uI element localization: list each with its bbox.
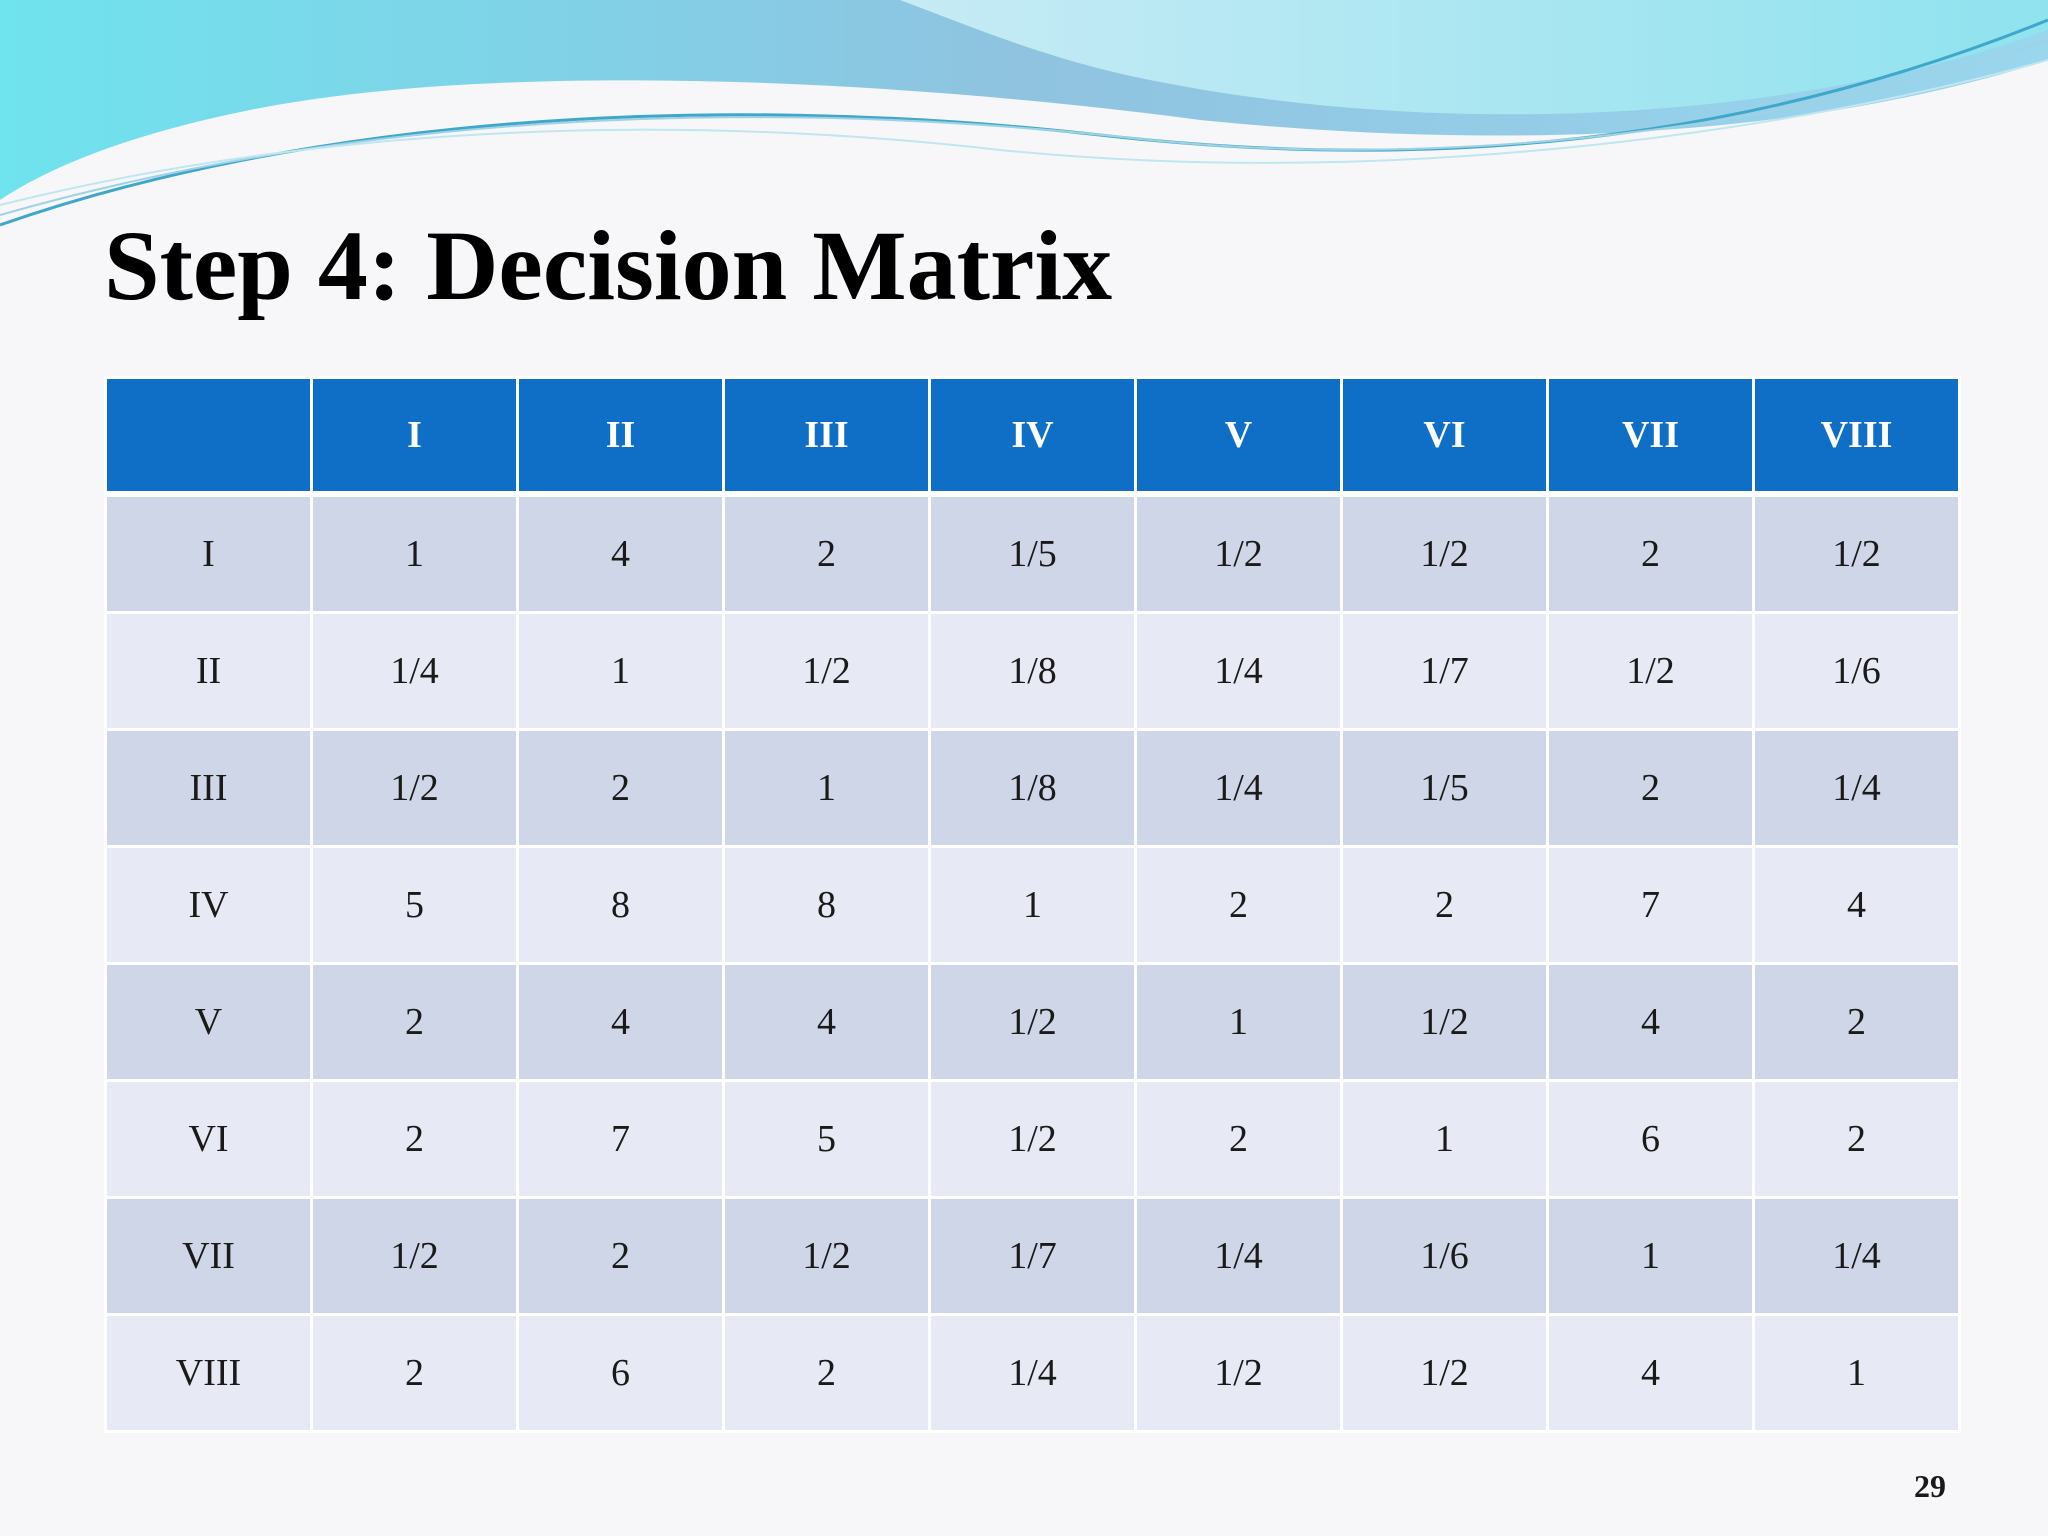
matrix-cell: 2 bbox=[516, 1196, 725, 1316]
matrix-cell: 2 bbox=[310, 1079, 519, 1199]
row-header: IV bbox=[104, 845, 313, 965]
matrix-cell: 4 bbox=[1546, 1313, 1755, 1433]
matrix-cell: 4 bbox=[722, 962, 931, 1082]
row-header: VIII bbox=[104, 1313, 313, 1433]
matrix-cell: 2 bbox=[1134, 1079, 1343, 1199]
table-corner-cell bbox=[104, 376, 313, 497]
matrix-cell: 1/2 bbox=[928, 962, 1137, 1082]
matrix-cell: 1/5 bbox=[1340, 728, 1549, 848]
matrix-cell: 1 bbox=[1752, 1313, 1961, 1433]
matrix-cell: 1/2 bbox=[1134, 1313, 1343, 1433]
table-row: IV 5 8 8 1 2 2 7 4 bbox=[104, 845, 1961, 965]
header-wave-decoration bbox=[0, 0, 2048, 227]
matrix-cell: 1 bbox=[1134, 962, 1343, 1082]
matrix-cell: 8 bbox=[516, 845, 725, 965]
matrix-cell: 1/6 bbox=[1752, 611, 1961, 731]
matrix-cell: 1 bbox=[928, 845, 1137, 965]
table-row: VI 2 7 5 1/2 2 1 6 2 bbox=[104, 1079, 1961, 1199]
matrix-cell: 4 bbox=[1546, 962, 1755, 1082]
row-header: V bbox=[104, 962, 313, 1082]
matrix-cell: 2 bbox=[722, 492, 931, 614]
matrix-cell: 1/2 bbox=[722, 611, 931, 731]
table-row: III 1/2 2 1 1/8 1/4 1/5 2 1/4 bbox=[104, 728, 1961, 848]
matrix-cell: 7 bbox=[1546, 845, 1755, 965]
matrix-cell: 1/2 bbox=[722, 1196, 931, 1316]
matrix-cell: 2 bbox=[1546, 728, 1755, 848]
matrix-cell: 8 bbox=[722, 845, 931, 965]
matrix-cell: 5 bbox=[722, 1079, 931, 1199]
table-header-row: I II III IV V VI VII VIII bbox=[104, 376, 1961, 497]
matrix-cell: 1/5 bbox=[928, 492, 1137, 614]
matrix-cell: 1/2 bbox=[1340, 962, 1549, 1082]
matrix-cell: 4 bbox=[516, 962, 725, 1082]
matrix-cell: 1/2 bbox=[1546, 611, 1755, 731]
matrix-cell: 2 bbox=[1546, 492, 1755, 614]
matrix-cell: 2 bbox=[1752, 962, 1961, 1082]
matrix-cell: 5 bbox=[310, 845, 519, 965]
decision-matrix-table: I II III IV V VI VII VIII I 1 4 2 1/5 1/2 1/2 2 1/2 II 1/… bbox=[104, 376, 1961, 1433]
matrix-cell: 1/8 bbox=[928, 611, 1137, 731]
matrix-cell: 1 bbox=[722, 728, 931, 848]
matrix-cell: 2 bbox=[310, 1313, 519, 1433]
matrix-cell: 1 bbox=[310, 492, 519, 614]
column-header: VIII bbox=[1752, 376, 1961, 497]
column-header: VII bbox=[1546, 376, 1755, 497]
matrix-cell: 6 bbox=[516, 1313, 725, 1433]
matrix-cell: 1 bbox=[1546, 1196, 1755, 1316]
column-header: V bbox=[1134, 376, 1343, 497]
matrix-cell: 1 bbox=[516, 611, 725, 731]
row-header: VII bbox=[104, 1196, 313, 1316]
matrix-cell: 1/6 bbox=[1340, 1196, 1549, 1316]
matrix-cell: 2 bbox=[1134, 845, 1343, 965]
matrix-cell: 1/2 bbox=[1340, 492, 1549, 614]
row-header: VI bbox=[104, 1079, 313, 1199]
matrix-cell: 1/4 bbox=[928, 1313, 1137, 1433]
matrix-cell: 1/7 bbox=[1340, 611, 1549, 731]
matrix-cell: 4 bbox=[1752, 845, 1961, 965]
matrix-cell: 1/7 bbox=[928, 1196, 1137, 1316]
matrix-cell: 1/4 bbox=[1752, 1196, 1961, 1316]
column-header: IV bbox=[928, 376, 1137, 497]
matrix-cell: 1/4 bbox=[1134, 611, 1343, 731]
matrix-cell: 1/4 bbox=[1134, 728, 1343, 848]
column-header: II bbox=[516, 376, 725, 497]
matrix-cell: 1/2 bbox=[1752, 492, 1961, 614]
matrix-cell: 1/2 bbox=[928, 1079, 1137, 1199]
table-row: II 1/4 1 1/2 1/8 1/4 1/7 1/2 1/6 bbox=[104, 611, 1961, 731]
matrix-cell: 2 bbox=[722, 1313, 931, 1433]
column-header: I bbox=[310, 376, 519, 497]
matrix-cell: 4 bbox=[516, 492, 725, 614]
column-header: III bbox=[722, 376, 931, 497]
slide-title: Step 4: Decision Matrix bbox=[104, 210, 1113, 321]
table-row: VIII 2 6 2 1/4 1/2 1/2 4 1 bbox=[104, 1313, 1961, 1433]
matrix-cell: 1/4 bbox=[1134, 1196, 1343, 1316]
matrix-cell: 2 bbox=[516, 728, 725, 848]
table-row: VII 1/2 2 1/2 1/7 1/4 1/6 1 1/4 bbox=[104, 1196, 1961, 1316]
matrix-cell: 1 bbox=[1340, 1079, 1549, 1199]
matrix-cell: 2 bbox=[310, 962, 519, 1082]
matrix-cell: 2 bbox=[1340, 845, 1549, 965]
table-row: V 2 4 4 1/2 1 1/2 4 2 bbox=[104, 962, 1961, 1082]
row-header: II bbox=[104, 611, 313, 731]
matrix-cell: 6 bbox=[1546, 1079, 1755, 1199]
column-header: VI bbox=[1340, 376, 1549, 497]
matrix-cell: 1/2 bbox=[310, 1196, 519, 1316]
matrix-cell: 1/8 bbox=[928, 728, 1137, 848]
matrix-cell: 1/4 bbox=[1752, 728, 1961, 848]
row-header: I bbox=[104, 492, 313, 614]
matrix-cell: 1/4 bbox=[310, 611, 519, 731]
matrix-cell: 1/2 bbox=[310, 728, 519, 848]
matrix-cell: 1/2 bbox=[1134, 492, 1343, 614]
row-header: III bbox=[104, 728, 313, 848]
matrix-cell: 1/2 bbox=[1340, 1313, 1549, 1433]
page-number: 29 bbox=[1914, 1468, 1946, 1504]
matrix-cell: 2 bbox=[1752, 1079, 1961, 1199]
table-row: I 1 4 2 1/5 1/2 1/2 2 1/2 bbox=[104, 492, 1961, 614]
matrix-cell: 7 bbox=[516, 1079, 725, 1199]
